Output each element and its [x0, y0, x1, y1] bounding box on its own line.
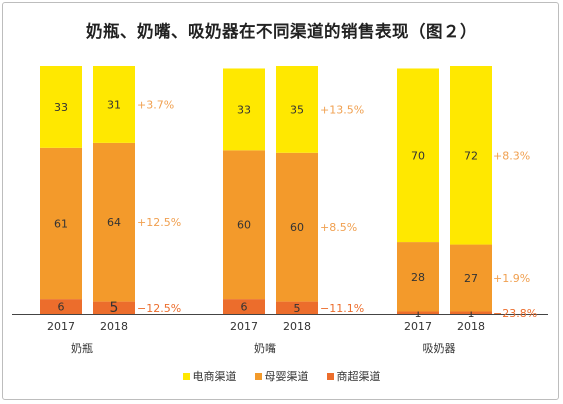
legend-swatch	[326, 372, 334, 380]
x-tick-label-奶瓶-2017: 2017	[47, 320, 75, 333]
x-tick-label-奶瓶-2018: 2018	[100, 320, 128, 333]
data-label-电商渠道-奶嘴-2017: 33	[237, 103, 251, 116]
x-tick-label-奶嘴-2018: 2018	[283, 320, 311, 333]
data-label-母婴渠道-吸奶器-2017: 28	[411, 271, 425, 284]
change-label-电商渠道-奶瓶: +3.7%	[137, 98, 174, 111]
data-label-电商渠道-奶嘴-2018: 35	[290, 103, 304, 116]
group-label-奶嘴: 奶嘴	[254, 341, 276, 355]
bar-segment-电商渠道-奶瓶-2018	[93, 66, 135, 143]
x-tick-label-奶嘴-2017: 2017	[230, 320, 258, 333]
bar-segment-电商渠道-奶瓶-2017	[40, 66, 82, 148]
bar-segment-母婴渠道-奶嘴-2017	[223, 150, 265, 300]
bar-segment-商超渠道-吸奶器-2017	[397, 311, 439, 314]
legend-label: 商超渠道	[336, 370, 381, 383]
data-label-商超渠道-吸奶器-2018: 1	[468, 307, 475, 320]
change-label-母婴渠道-吸奶器: +1.9%	[493, 272, 530, 285]
change-label-商超渠道-吸奶器: −23.8%	[493, 307, 537, 320]
change-label-商超渠道-奶嘴: −11.1%	[320, 302, 364, 315]
data-label-商超渠道-吸奶器-2017: 1	[415, 307, 422, 320]
group-label-吸奶器: 吸奶器	[423, 341, 456, 355]
data-label-母婴渠道-奶嘴-2018: 60	[290, 221, 304, 234]
bar-segment-电商渠道-吸奶器-2017	[397, 68, 439, 243]
bar-segment-商超渠道-奶嘴-2017	[223, 299, 265, 314]
change-label-电商渠道-奶嘴: +13.5%	[320, 103, 364, 116]
change-label-电商渠道-吸奶器: +8.3%	[493, 149, 530, 162]
bar-segment-母婴渠道-奶瓶-2017	[40, 147, 82, 300]
legend-label: 母婴渠道	[264, 370, 309, 383]
data-label-商超渠道-奶瓶-2017: 6	[58, 301, 65, 314]
legend-label: 电商渠道	[192, 370, 237, 383]
x-tick-label-吸奶器-2018: 2018	[457, 320, 485, 333]
bar-segment-商超渠道-奶嘴-2018	[276, 301, 318, 314]
data-label-母婴渠道-奶嘴-2017: 60	[237, 219, 251, 232]
data-label-电商渠道-吸奶器-2017: 70	[411, 149, 425, 162]
legend-swatch	[182, 372, 190, 380]
data-label-母婴渠道-吸奶器-2018: 27	[464, 272, 478, 285]
legend-item-母婴渠道: 母婴渠道	[254, 368, 309, 384]
bar-segment-商超渠道-奶瓶-2017	[40, 299, 82, 314]
data-label-母婴渠道-奶瓶-2018: 64	[107, 216, 121, 229]
change-label-母婴渠道-奶瓶: +12.5%	[137, 216, 181, 229]
x-tick-label-吸奶器-2017: 2017	[404, 320, 432, 333]
bar-segment-电商渠道-奶嘴-2018	[276, 66, 318, 153]
data-label-商超渠道-奶嘴-2017: 6	[241, 301, 248, 314]
data-label-电商渠道-奶瓶-2017: 33	[54, 101, 68, 114]
legend-item-电商渠道: 电商渠道	[182, 368, 237, 384]
legend-swatch	[254, 372, 262, 380]
data-label-电商渠道-吸奶器-2018: 72	[464, 149, 478, 162]
change-label-母婴渠道-奶嘴: +8.5%	[320, 221, 357, 234]
bar-segment-母婴渠道-吸奶器-2018	[450, 244, 492, 312]
bar-segment-电商渠道-奶嘴-2017	[223, 68, 265, 151]
data-label-母婴渠道-奶瓶-2017: 61	[54, 217, 68, 230]
chart-legend: 电商渠道 母婴渠道 商超渠道	[0, 368, 563, 384]
data-label-商超渠道-奶瓶-2018: 5	[110, 300, 119, 316]
data-label-商超渠道-奶嘴-2018: 5	[294, 302, 301, 315]
bar-segment-商超渠道-奶瓶-2018	[93, 301, 135, 314]
bar-segment-电商渠道-吸奶器-2018	[450, 66, 492, 245]
group-label-奶瓶: 奶瓶	[71, 341, 93, 355]
legend-item-商超渠道: 商超渠道	[326, 368, 381, 384]
bar-segment-母婴渠道-吸奶器-2017	[397, 242, 439, 312]
bar-segment-母婴渠道-奶嘴-2018	[276, 152, 318, 302]
chart-title: 奶瓶、奶嘴、吸奶器在不同渠道的销售表现（图２）	[86, 22, 477, 41]
bar-segment-商超渠道-吸奶器-2018	[450, 311, 492, 314]
change-label-商超渠道-奶瓶: −12.5%	[137, 302, 181, 315]
bar-segment-母婴渠道-奶瓶-2018	[93, 142, 135, 302]
data-label-电商渠道-奶瓶-2018: 31	[107, 98, 121, 111]
